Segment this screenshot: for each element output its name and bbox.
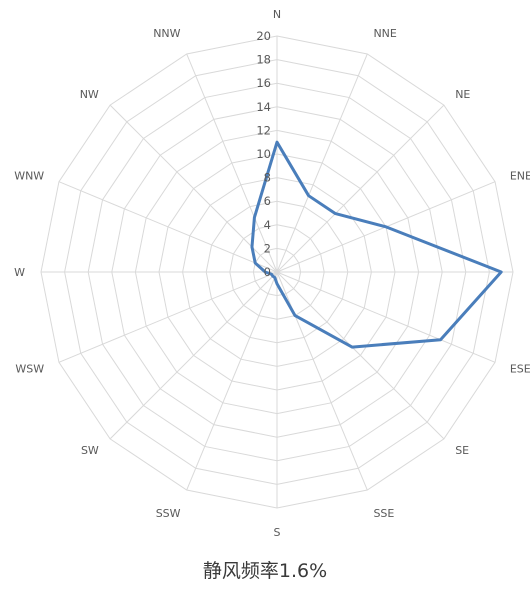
direction-label-N: N [273, 8, 281, 21]
direction-labels: NNNENEENEEESESESSESSSWSWWSWWWNWNWNNW [14, 8, 530, 539]
spoke-SSW [186, 271, 278, 491]
radial-tick-labels: 0 2 4 6 8 10 12 14 16 18 20 [256, 29, 271, 279]
spoke-layer [41, 36, 513, 508]
calm-frequency-caption: 静风频率1.6% [202, 560, 328, 582]
direction-label-SSE: SSE [373, 507, 394, 520]
radial-tick-label: 0 [264, 265, 271, 279]
spoke-NE [276, 104, 445, 273]
spoke-NNE [276, 53, 368, 273]
direction-label-WNW: WNW [14, 170, 44, 183]
series-layer [250, 140, 503, 349]
direction-label-NW: NW [80, 88, 99, 101]
direction-label-SW: SW [81, 444, 99, 457]
radial-tick-label: 4 [264, 218, 271, 232]
radial-tick-label: 2 [264, 241, 271, 255]
direction-label-ENE: ENE [510, 170, 530, 183]
direction-label-NNE: NNE [373, 27, 396, 40]
direction-label-WSW: WSW [15, 362, 44, 375]
direction-label-NE: NE [455, 88, 470, 101]
direction-label-ESE: ESE [510, 362, 530, 375]
spoke-WNW [58, 181, 278, 273]
spoke-NNW [186, 53, 278, 273]
radial-tick-label: 8 [264, 171, 271, 185]
radial-tick-label: 12 [256, 123, 271, 137]
spoke-WSW [58, 271, 278, 363]
spoke-SW [109, 271, 278, 440]
radial-tick-label: 10 [256, 147, 271, 161]
radial-tick-label: 18 [256, 53, 271, 67]
direction-label-W: W [14, 266, 25, 279]
spoke-NW [109, 104, 278, 273]
radial-tick-label: 6 [264, 194, 271, 208]
radial-tick-label: 14 [256, 100, 271, 114]
radial-tick-label: 16 [256, 76, 271, 90]
direction-label-NNW: NNW [153, 27, 180, 40]
spoke-SE [276, 271, 445, 440]
direction-label-SE: SE [455, 444, 469, 457]
direction-label-S: S [274, 526, 281, 539]
spoke-ESE [276, 271, 496, 363]
radial-tick-label: 20 [256, 29, 271, 43]
direction-label-SSW: SSW [156, 507, 181, 520]
